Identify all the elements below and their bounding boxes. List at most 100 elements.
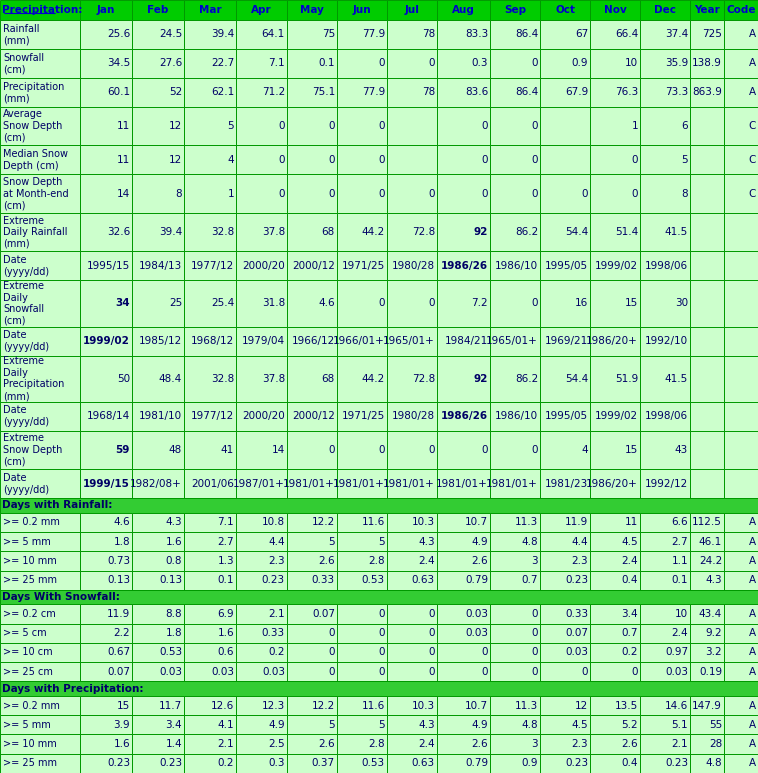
Bar — [184, 604, 236, 624]
Text: 0.63: 0.63 — [412, 758, 435, 768]
Text: 0.7: 0.7 — [622, 628, 638, 638]
Text: 11: 11 — [117, 121, 130, 131]
Text: >= 0.2 mm: >= 0.2 mm — [3, 517, 60, 527]
Text: 0: 0 — [428, 189, 435, 199]
Text: Date
(yyyy/dd): Date (yyyy/dd) — [3, 255, 49, 277]
Text: Days with Precipitation:: Days with Precipitation: — [2, 683, 143, 693]
Text: 0.3: 0.3 — [268, 758, 285, 768]
Text: 2.3: 2.3 — [572, 739, 588, 749]
Text: 0: 0 — [631, 189, 638, 199]
Text: A: A — [749, 720, 756, 730]
Bar — [490, 251, 540, 281]
Bar — [132, 174, 184, 213]
Bar — [724, 512, 758, 532]
Text: 1977/12: 1977/12 — [191, 261, 234, 271]
Bar — [540, 49, 590, 78]
Text: 0: 0 — [531, 609, 538, 619]
Text: Jun: Jun — [352, 5, 371, 15]
Text: 0: 0 — [531, 189, 538, 199]
Text: 10: 10 — [675, 609, 688, 619]
Bar — [387, 643, 437, 662]
Text: Extreme
Daily
Precipitation
(mm): Extreme Daily Precipitation (mm) — [3, 356, 64, 401]
Text: >= 5 mm: >= 5 mm — [3, 536, 51, 547]
Text: 2001/06: 2001/06 — [191, 478, 234, 489]
Bar — [690, 402, 724, 431]
Text: 0.9: 0.9 — [522, 758, 538, 768]
Bar — [132, 0, 184, 20]
Bar — [490, 604, 540, 624]
Text: 1981/01+: 1981/01+ — [437, 478, 488, 489]
Bar — [490, 20, 540, 49]
Bar — [590, 356, 640, 402]
Bar — [387, 0, 437, 20]
Text: 24.2: 24.2 — [699, 556, 722, 566]
Text: 0: 0 — [531, 298, 538, 308]
Bar — [80, 551, 132, 570]
Text: Days with Rainfall:: Days with Rainfall: — [2, 500, 112, 510]
Bar — [640, 49, 690, 78]
Text: 4: 4 — [581, 445, 588, 455]
Text: Snow Depth
at Month-end
(cm): Snow Depth at Month-end (cm) — [3, 177, 69, 210]
Bar — [132, 754, 184, 773]
Bar — [724, 78, 758, 107]
Text: 0: 0 — [328, 189, 335, 199]
Bar — [0, 49, 80, 78]
Text: 64.1: 64.1 — [262, 29, 285, 39]
Bar — [387, 624, 437, 643]
Bar — [690, 251, 724, 281]
Bar — [184, 532, 236, 551]
Text: 1992/12: 1992/12 — [645, 478, 688, 489]
Text: 0: 0 — [531, 648, 538, 658]
Bar — [80, 512, 132, 532]
Bar — [490, 570, 540, 590]
Text: 0.1: 0.1 — [672, 575, 688, 585]
Bar — [184, 0, 236, 20]
Text: >= 25 mm: >= 25 mm — [3, 575, 57, 585]
Bar — [640, 469, 690, 499]
Bar — [184, 734, 236, 754]
Text: C: C — [749, 189, 756, 199]
Bar — [490, 754, 540, 773]
Text: >= 10 mm: >= 10 mm — [3, 556, 57, 566]
Bar — [690, 469, 724, 499]
Text: 11.6: 11.6 — [362, 517, 385, 527]
Bar — [437, 551, 490, 570]
Text: 2.8: 2.8 — [368, 556, 385, 566]
Text: 14.6: 14.6 — [665, 700, 688, 710]
Text: Dec: Dec — [654, 5, 676, 15]
Bar — [724, 551, 758, 570]
Text: 50: 50 — [117, 373, 130, 383]
Text: >= 25 cm: >= 25 cm — [3, 667, 53, 677]
Text: 1984/13: 1984/13 — [139, 261, 182, 271]
Text: 86.4: 86.4 — [515, 29, 538, 39]
Bar — [236, 624, 287, 643]
Text: 0.2: 0.2 — [622, 648, 638, 658]
Bar — [132, 551, 184, 570]
Bar — [640, 107, 690, 145]
Text: 11.9: 11.9 — [565, 517, 588, 527]
Text: >= 0.2 cm: >= 0.2 cm — [3, 609, 56, 619]
Bar — [287, 107, 337, 145]
Text: 0: 0 — [278, 189, 285, 199]
Bar — [0, 0, 80, 20]
Text: 0.73: 0.73 — [107, 556, 130, 566]
Bar — [287, 0, 337, 20]
Text: 2.4: 2.4 — [418, 556, 435, 566]
Text: 2.1: 2.1 — [672, 739, 688, 749]
Bar — [184, 551, 236, 570]
Text: 1: 1 — [227, 189, 234, 199]
Bar — [0, 20, 80, 49]
Text: 4.3: 4.3 — [706, 575, 722, 585]
Bar — [80, 174, 132, 213]
Bar — [236, 570, 287, 590]
Text: 1971/25: 1971/25 — [342, 261, 385, 271]
Text: 37.8: 37.8 — [262, 373, 285, 383]
Bar — [590, 532, 640, 551]
Bar — [184, 754, 236, 773]
Bar — [184, 327, 236, 356]
Text: Days With Snowfall:: Days With Snowfall: — [2, 592, 120, 602]
Text: 77.9: 77.9 — [362, 87, 385, 97]
Text: 1966/12: 1966/12 — [292, 336, 335, 346]
Text: 12.2: 12.2 — [312, 700, 335, 710]
Text: 66.4: 66.4 — [615, 29, 638, 39]
